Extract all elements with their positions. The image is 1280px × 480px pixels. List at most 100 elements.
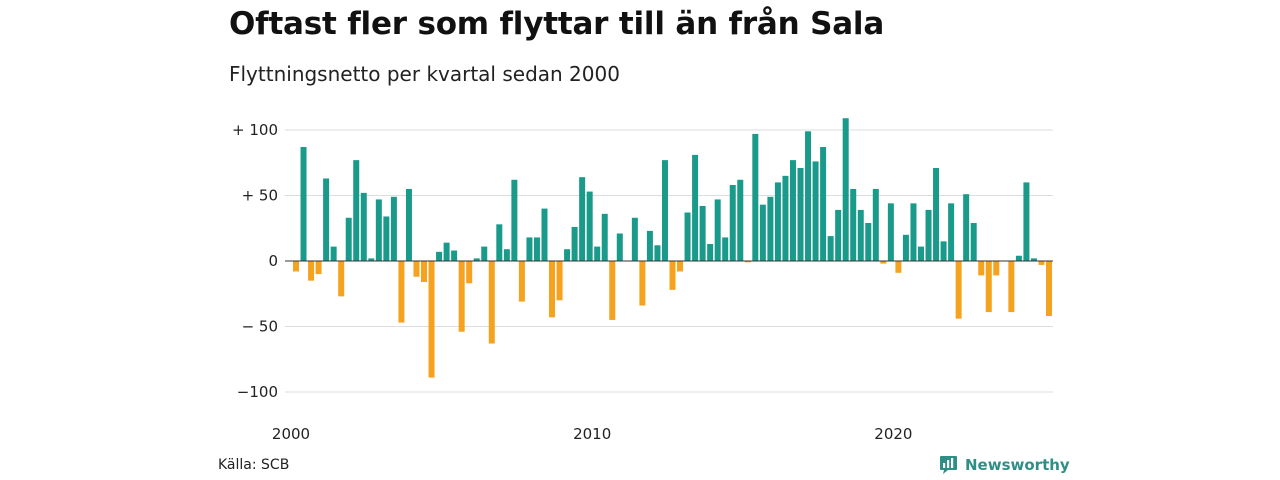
bar (541, 208, 548, 261)
bar (564, 249, 571, 261)
bar (699, 205, 706, 261)
bars (293, 118, 1052, 378)
bar (293, 261, 299, 272)
grid-lines (285, 129, 1053, 393)
bar (488, 261, 495, 344)
bar (413, 261, 420, 277)
bar (1008, 261, 1015, 313)
bar (473, 258, 480, 261)
bar (556, 261, 563, 301)
bar (744, 261, 751, 263)
y-tick-label: 0 (268, 252, 278, 270)
bar (729, 185, 736, 261)
bar (639, 261, 646, 306)
bar (963, 194, 970, 261)
bar (722, 237, 729, 261)
bar (383, 216, 390, 261)
bar (767, 196, 774, 261)
bar (940, 241, 947, 261)
bar (1015, 255, 1022, 261)
source-note: Källa: SCB (218, 457, 290, 473)
y-tick-label: −100 (237, 383, 278, 401)
bar (345, 217, 352, 261)
bar (398, 261, 405, 323)
bar (586, 191, 593, 261)
bar (887, 203, 894, 261)
bar (654, 245, 661, 261)
bar (827, 236, 834, 261)
bar (782, 175, 789, 261)
bar (503, 249, 510, 261)
bar (609, 261, 616, 320)
bar (978, 261, 985, 276)
bar (993, 261, 1000, 276)
bar (405, 188, 412, 261)
bar (661, 160, 668, 261)
bar (872, 188, 879, 261)
bar (375, 199, 382, 261)
bar (820, 147, 827, 261)
bar (601, 213, 608, 261)
bar (1030, 258, 1037, 261)
bar (857, 209, 864, 261)
bar (428, 261, 435, 378)
bar (797, 167, 804, 261)
bar (594, 246, 601, 261)
bar (579, 177, 586, 261)
bar (631, 217, 638, 261)
bar (458, 261, 465, 332)
bar (443, 242, 450, 261)
chart-subtitle: Flyttningsnetto per kvartal sedan 2000 (229, 62, 620, 86)
bar (970, 223, 977, 261)
bar (925, 209, 932, 261)
bar (518, 261, 525, 302)
bar (752, 133, 759, 261)
bar (917, 246, 924, 261)
bar (684, 212, 691, 261)
brand-logo[interactable]: Newsworthy (939, 455, 1070, 474)
bar (368, 258, 375, 261)
bar (436, 251, 443, 261)
bar (1046, 261, 1052, 317)
bar (390, 196, 397, 261)
bar (353, 160, 360, 261)
x-tick-label: 2000 (272, 425, 310, 443)
bar (360, 192, 367, 261)
y-tick-label: + 50 (242, 187, 278, 205)
bar (1023, 182, 1030, 261)
bar (1038, 261, 1045, 265)
y-axis-labels: + 100 + 50 0 − 50 −100 (232, 121, 278, 401)
bar (774, 182, 781, 261)
bar (526, 237, 533, 261)
bar (933, 167, 940, 261)
y-tick-label: − 50 (242, 318, 278, 336)
bar (549, 261, 556, 318)
chart-title: Oftast fler som flyttar till än från Sal… (229, 6, 885, 42)
x-tick-label: 2020 (874, 425, 912, 443)
bar (466, 261, 473, 284)
bar (789, 160, 796, 261)
bar (865, 223, 872, 261)
bar (955, 261, 962, 319)
bar (880, 261, 887, 264)
bar (421, 261, 428, 282)
bar (616, 233, 623, 261)
x-tick-label: 2010 (573, 425, 611, 443)
bar (300, 147, 307, 261)
bar (511, 179, 518, 261)
bar (330, 246, 337, 261)
bar (805, 131, 812, 261)
bar (910, 203, 917, 261)
bar (308, 261, 315, 281)
y-tick-label: + 100 (232, 121, 278, 139)
bar (481, 246, 488, 261)
bar (895, 261, 902, 273)
bar-chart: + 100 + 50 0 − 50 −100 2000 2010 2020 (232, 118, 1053, 443)
bar (571, 226, 578, 261)
bar (985, 261, 992, 313)
bar (338, 261, 345, 297)
bar (533, 237, 540, 261)
bar (451, 250, 458, 261)
bar (714, 199, 721, 261)
x-axis-labels: 2000 2010 2020 (272, 425, 913, 443)
